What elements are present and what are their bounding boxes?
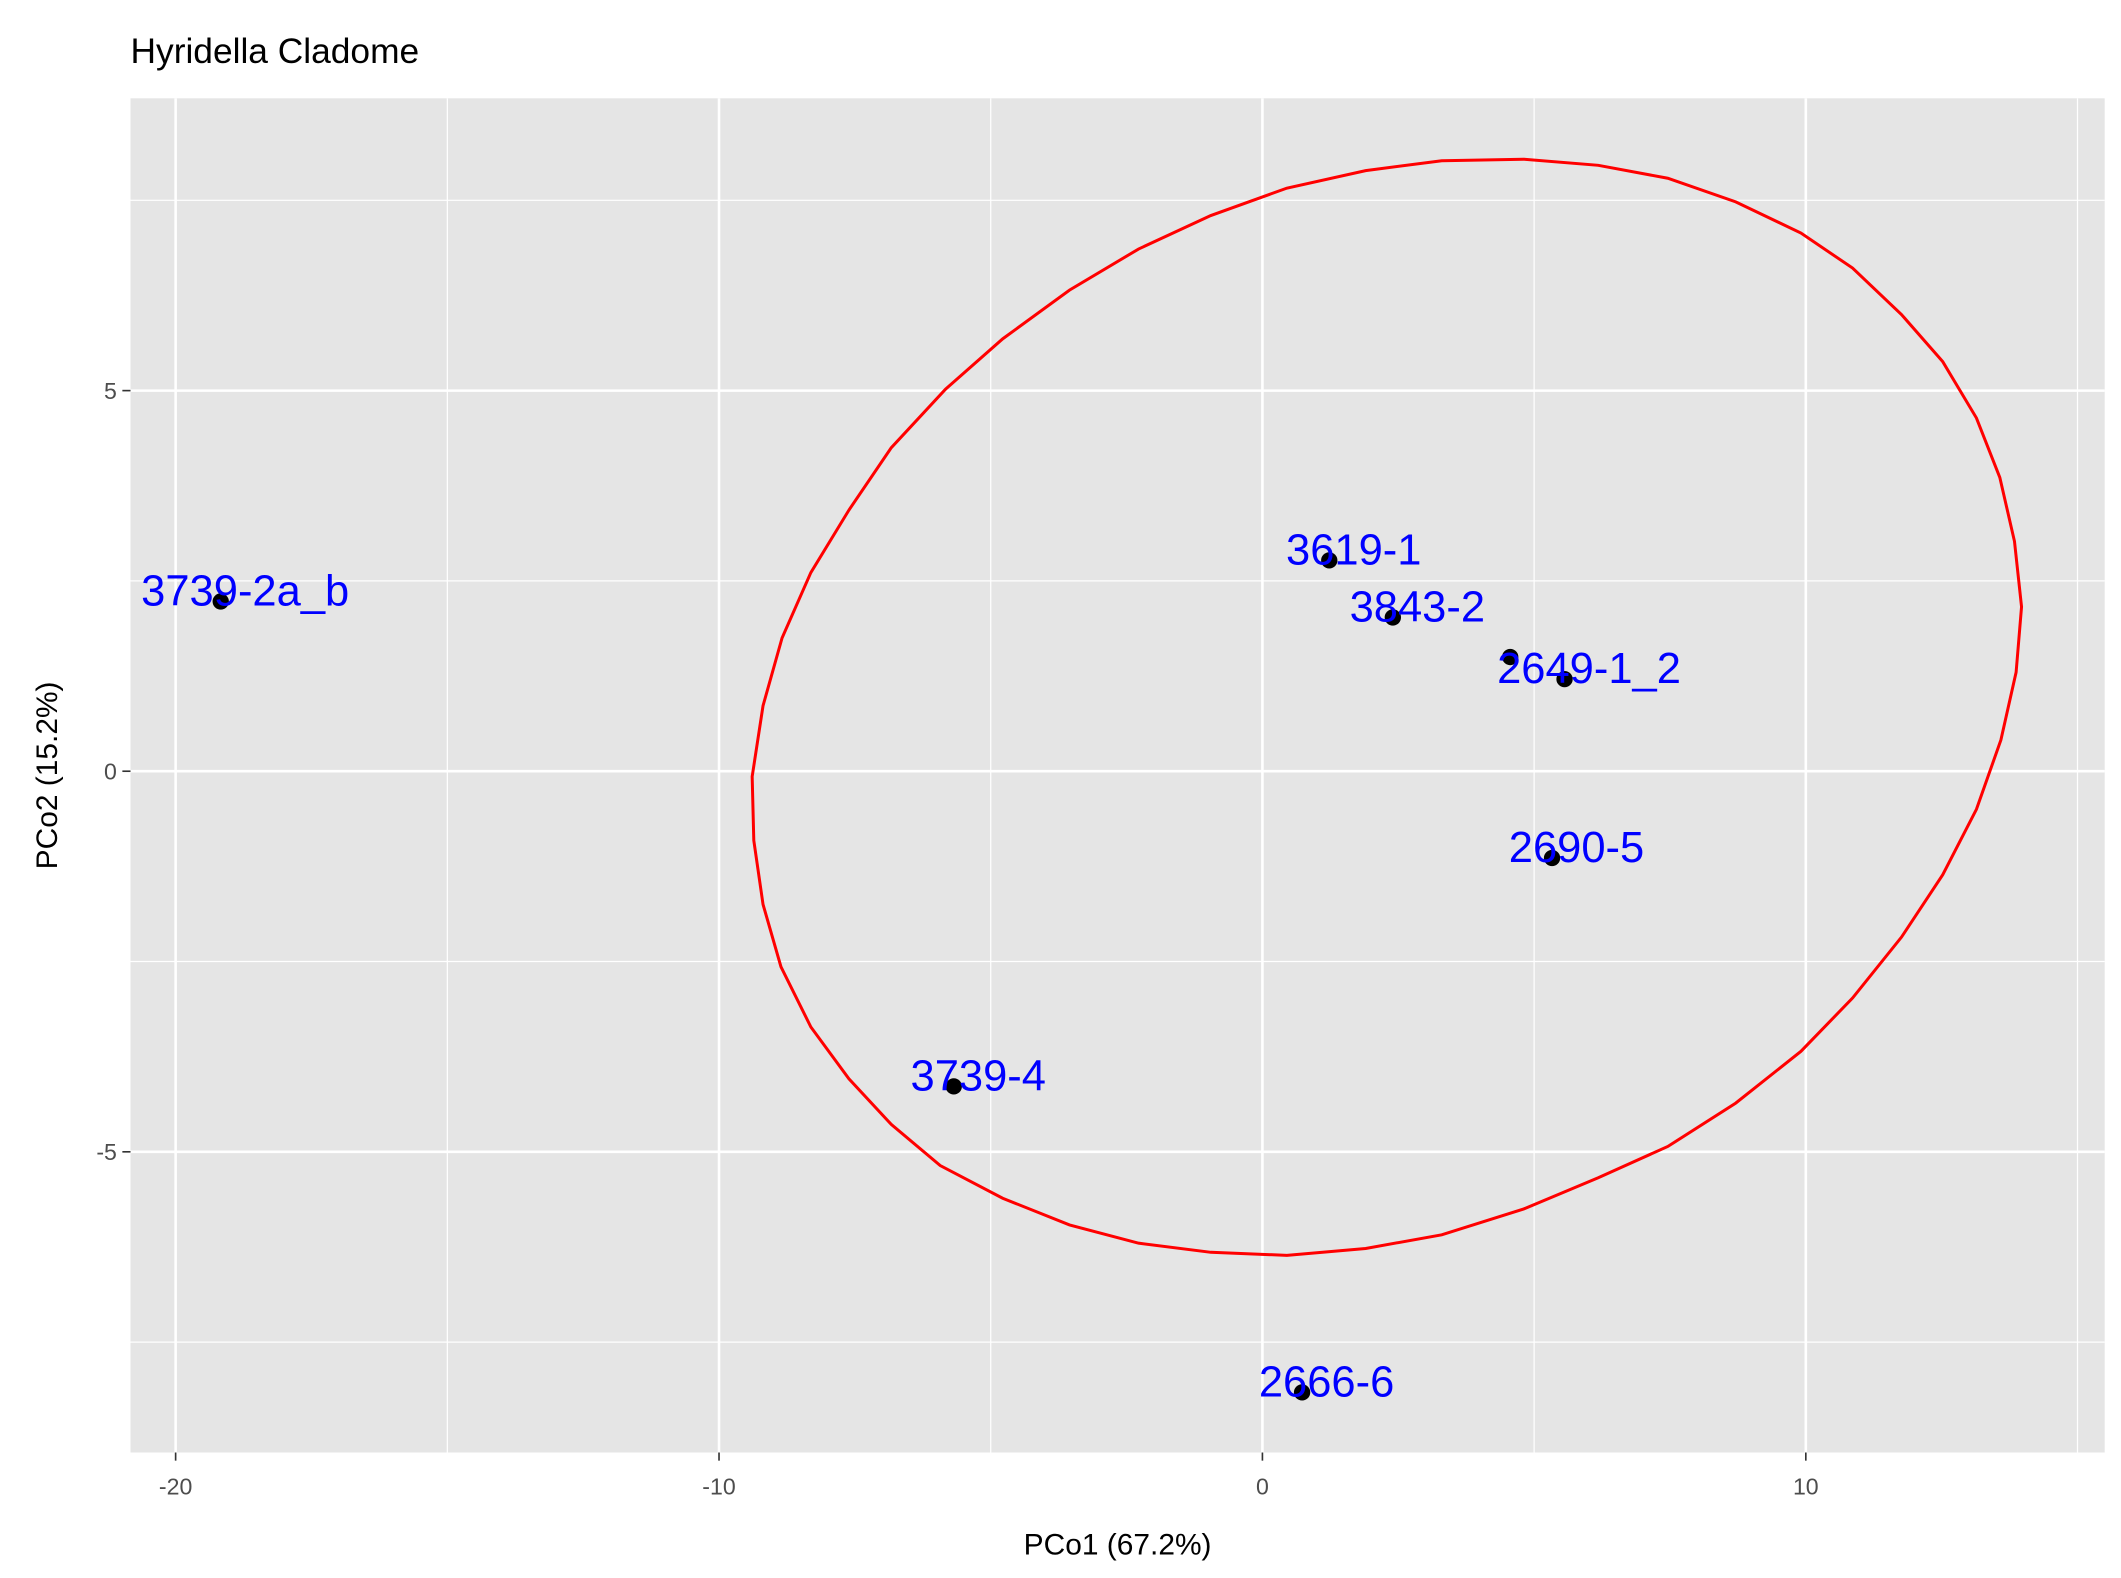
y-tick-label: 5	[104, 378, 117, 404]
data-point	[945, 1078, 962, 1095]
y-axis-title: PCo2 (15.2%)	[31, 681, 64, 869]
major-gridlines	[130, 98, 2105, 1453]
data-point	[1556, 670, 1573, 688]
data-points	[212, 552, 1573, 1401]
data-point	[1293, 1384, 1311, 1401]
chart-title: Hyridella Cladome	[131, 32, 420, 71]
point-label: 3619-1	[1286, 526, 1421, 574]
confidence-ellipse	[750, 157, 2024, 1257]
plot-panel	[130, 98, 2105, 1453]
point-label: 3843-2	[1350, 584, 1485, 632]
x-axis-ticks: -20 -10 0 10	[159, 1452, 1819, 1500]
x-axis-title: PCo1 (67.2%)	[1024, 1528, 1212, 1561]
point-label: 2690-5	[1509, 824, 1644, 872]
x-tick-label: 0	[1256, 1474, 1269, 1500]
point-label: 2666-6	[1259, 1358, 1394, 1406]
x-tick-label: -10	[702, 1474, 735, 1500]
point-label: 3739-2a_b	[141, 568, 349, 616]
data-point	[1543, 849, 1561, 867]
y-tick-label: -5	[96, 1139, 117, 1165]
y-tick-label: 0	[104, 758, 117, 784]
minor-gridlines	[130, 98, 2105, 1453]
data-point	[1502, 648, 1519, 666]
x-tick-label: -20	[159, 1474, 192, 1500]
point-label: 3739-4	[911, 1052, 1046, 1100]
data-point	[1384, 609, 1401, 626]
data-point	[1321, 552, 1338, 569]
data-point	[212, 593, 229, 610]
x-tick-label: 10	[1793, 1474, 1819, 1500]
point-label: 2649-1_2	[1497, 645, 1681, 693]
y-axis-ticks: -5 0 5	[96, 378, 131, 1165]
